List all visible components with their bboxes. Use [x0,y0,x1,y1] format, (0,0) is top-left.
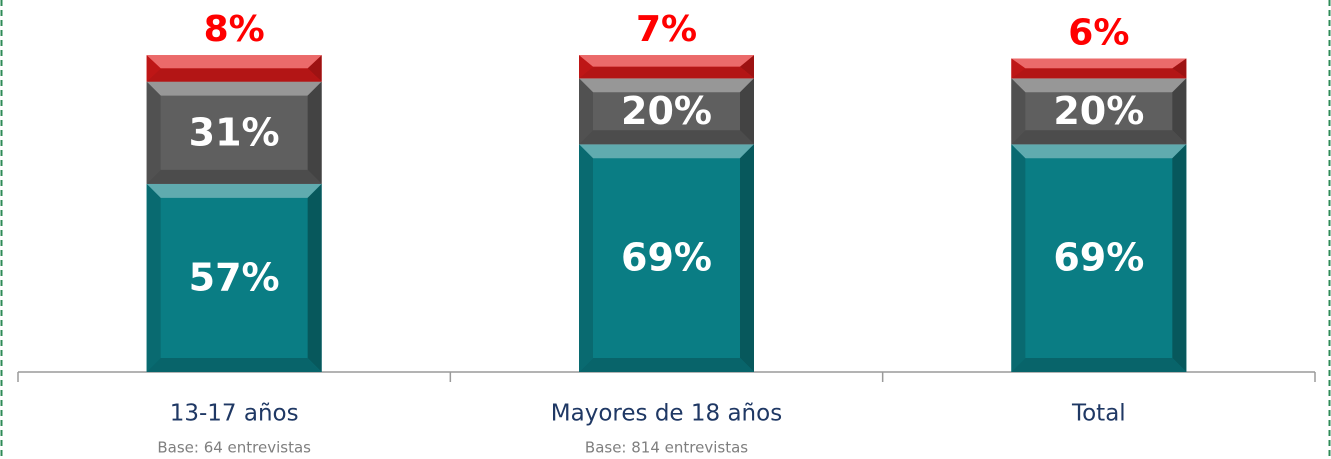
value-label: 69% [621,236,712,280]
bar-bevel-top [1011,58,1187,69]
bar-bevel-top [579,78,754,93]
bar-bevel-bottom [579,66,754,79]
bar-bevel-left [1011,58,1026,79]
bar-bevel-right [1172,58,1187,79]
value-label: 8% [204,9,265,50]
bar-bevel-left [579,144,593,372]
x-tick-label: 13-17 años [170,401,299,427]
bar-bevel-right [307,81,322,184]
bar-bevel-bottom [146,358,322,372]
bar-bevel-left [146,55,161,82]
bar-bevel-right [307,183,322,372]
bar-bevel-left [1011,78,1026,145]
bar-segment [579,144,754,372]
bar-bevel-bottom [1011,130,1187,145]
bar-bevel-right [740,55,754,79]
bar-bevel-bottom [1011,358,1187,372]
bar-bevel-right [740,144,754,372]
category-note: Base: 64 entrevistas [157,439,311,457]
bar-bevel-bottom [146,169,322,184]
value-label: 57% [189,255,280,299]
value-label: 7% [636,9,697,50]
x-tick-label: Total [1071,401,1126,427]
bar-bevel-right [1172,144,1187,372]
bar-bevel-left [579,78,593,145]
value-label: 31% [189,110,280,154]
bar-bevel-bottom [579,358,754,372]
bar-segment [146,81,322,184]
bar-bevel-top [146,55,322,69]
bar-bevel-top [579,55,754,67]
category-note: Base: 814 entrevistas [585,439,748,457]
bar-bevel-bottom [579,130,754,145]
bar-bevel-right [307,55,322,82]
value-label: 6% [1068,13,1129,54]
value-label: 20% [1053,89,1144,133]
bar-bevel-left [146,81,161,184]
bar-segment [146,183,322,372]
bar-bevel-left [1011,144,1026,372]
bar-bevel-left [579,55,593,79]
bar-bevel-right [1172,78,1187,145]
bar-bevel-bottom [1011,68,1187,79]
value-label: 20% [621,89,712,133]
x-tick-label: Mayores de 18 años [551,401,782,427]
bar-bevel-top [1011,144,1187,159]
bar-bevel-top [146,81,322,96]
bar-bevel-right [740,78,754,145]
bar-bevel-top [146,183,322,198]
value-label: 69% [1053,236,1144,280]
bar-bevel-top [1011,78,1187,93]
bar-segment [1011,144,1187,372]
bar-bevel-bottom [146,68,322,82]
bar-bevel-left [146,183,161,372]
bar-bevel-top [579,144,754,159]
